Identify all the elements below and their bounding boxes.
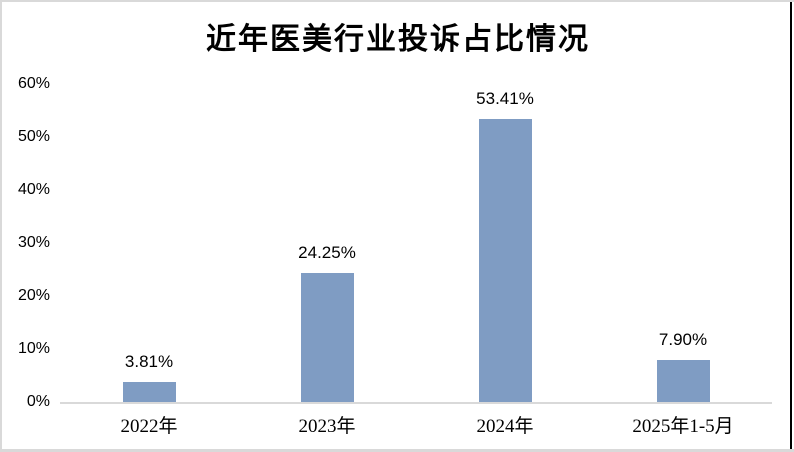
y-tick-0: 0% xyxy=(26,393,50,410)
bar-2023 xyxy=(300,273,354,402)
y-tick-60: 60% xyxy=(17,75,50,92)
y-tick-50: 50% xyxy=(17,128,50,146)
bar-group-2025: 7.90% xyxy=(594,84,772,402)
x-label-2025: 2025年1-5月 xyxy=(632,416,734,437)
bar-group-2023: 24.25% xyxy=(238,84,416,402)
x-axis: 2022年 2023年 2024年 2025年1-5月 xyxy=(60,404,772,438)
chart-title: 近年医美行业投诉占比情况 xyxy=(206,23,590,56)
bar-2025 xyxy=(656,360,710,402)
bar-value-label: 53.41% xyxy=(476,88,534,108)
bar-group-2022: 3.81% xyxy=(60,84,238,402)
bar-value-label: 3.81% xyxy=(124,351,174,371)
x-label-2022: 2022年 xyxy=(120,416,178,437)
bar-value-label: 24.25% xyxy=(298,243,356,263)
bar-2024 xyxy=(478,118,532,402)
bar-2022 xyxy=(122,381,176,402)
x-label-2024: 2024年 xyxy=(476,416,534,437)
y-axis: 0% 10% 20% 30% 40% 50% 60% xyxy=(2,76,50,410)
plot-area: 3.81% 24.25% 53.41% 7.90% xyxy=(60,84,772,404)
x-label-2023: 2023年 xyxy=(298,416,356,437)
y-tick-20: 20% xyxy=(17,287,50,305)
chart-right-border xyxy=(790,2,792,449)
y-tick-40: 40% xyxy=(17,181,50,198)
y-tick-10: 10% xyxy=(17,340,50,357)
bar-group-2024: 53.41% xyxy=(416,84,594,402)
bar-value-label: 7.90% xyxy=(658,330,708,350)
y-tick-30: 30% xyxy=(17,234,50,251)
